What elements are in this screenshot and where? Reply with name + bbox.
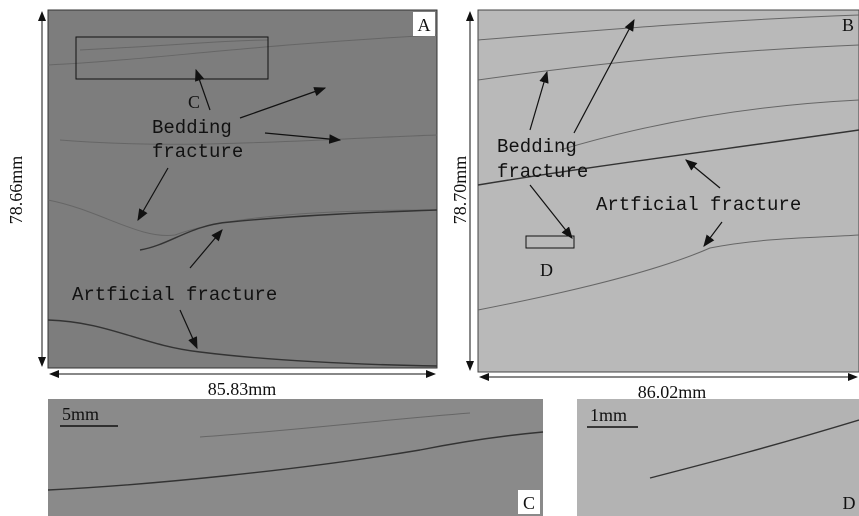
figure: A C Bedding fracture Artficial fracture … [0,0,859,516]
dimension-label: 78.70mm [450,156,470,225]
annotation: fracture [497,161,588,183]
dimension-label: 85.83mm [208,379,277,399]
scale-label: 1mm [590,405,627,425]
annotation: Bedding [152,117,232,139]
ct-image [48,399,543,516]
panel-label: D [843,493,856,513]
panel-b: B D Bedding fracture Artficial fracture … [450,10,859,402]
inset-c: 5mm C [48,399,543,516]
panel-label: C [523,493,535,513]
ct-image [48,10,437,368]
inset-d: 1mm D [577,399,859,516]
panel-a: A C Bedding fracture Artficial fracture … [6,10,437,399]
dimension-label: 78.66mm [6,156,26,225]
annotation: Bedding [497,136,577,158]
inset-label: D [540,260,553,280]
inset-label: C [188,92,200,112]
panel-label: A [418,15,431,35]
scale-label: 5mm [62,404,99,424]
annotation: fracture [152,141,243,163]
panel-label: B [842,15,854,35]
annotation: Artficial fracture [72,284,277,306]
annotation: Artficial fracture [596,194,801,216]
